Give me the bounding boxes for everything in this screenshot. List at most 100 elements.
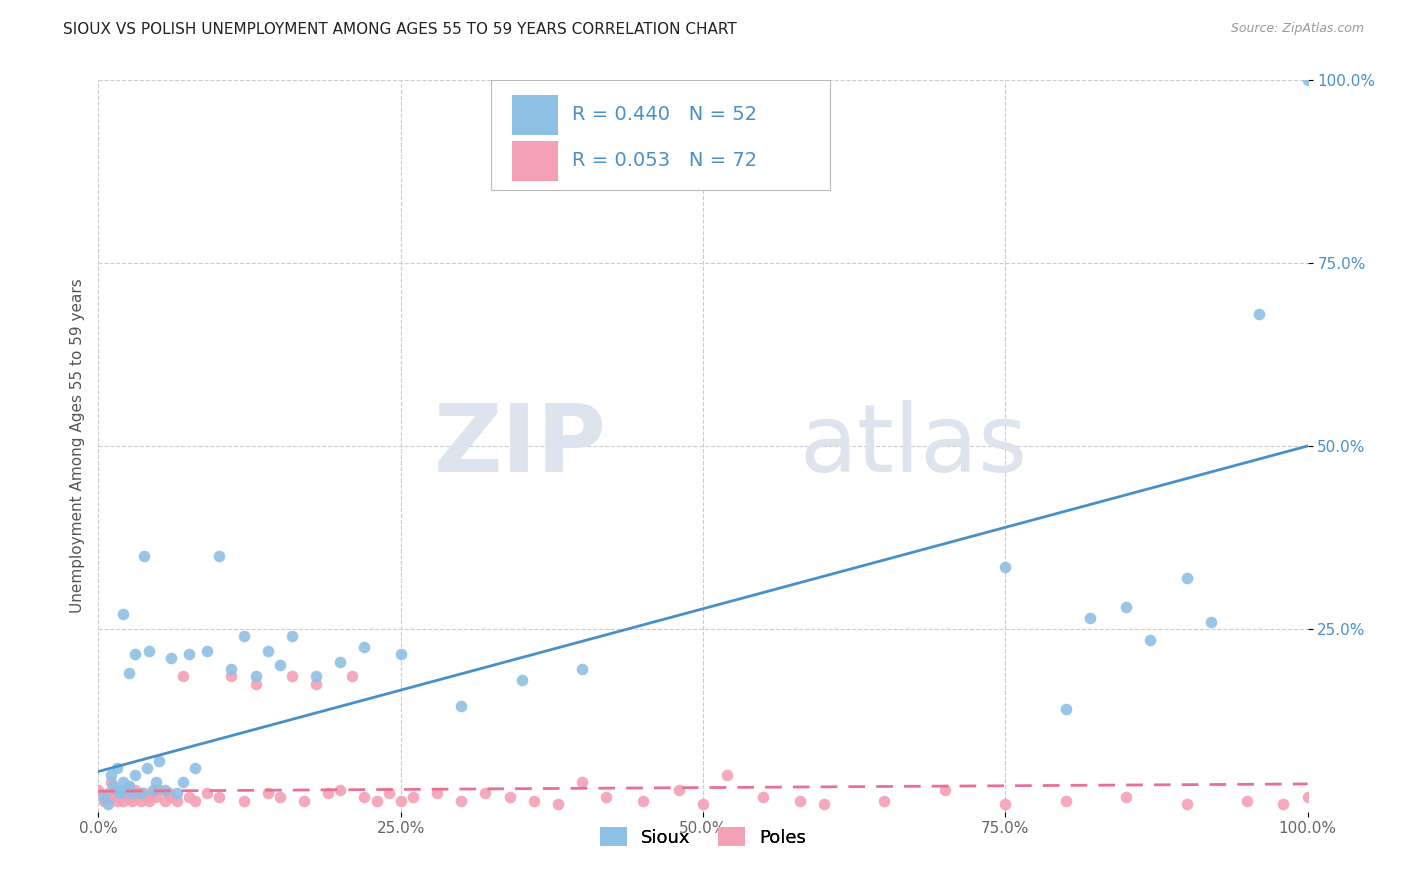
- Point: [631, 794, 654, 808]
- Point: [1078, 611, 1101, 625]
- Point: [121, 794, 143, 808]
- Point: [789, 794, 811, 808]
- Point: [595, 790, 617, 805]
- Point: [571, 662, 593, 676]
- Point: [124, 768, 146, 782]
- Point: [752, 790, 775, 805]
- Point: [221, 669, 243, 683]
- Point: [101, 779, 124, 793]
- Point: [316, 787, 339, 801]
- Point: [232, 629, 254, 643]
- Point: [668, 782, 690, 797]
- Point: [305, 669, 328, 683]
- Y-axis label: Unemployment Among Ages 55 to 59 years: Unemployment Among Ages 55 to 59 years: [69, 278, 84, 614]
- Point: [510, 673, 533, 687]
- Point: [1199, 615, 1222, 629]
- Point: [281, 669, 304, 683]
- Point: [256, 787, 278, 801]
- Point: [108, 790, 131, 805]
- Point: [873, 794, 896, 808]
- Point: [221, 662, 243, 676]
- Point: [135, 761, 157, 775]
- Point: [105, 782, 128, 797]
- Point: [813, 797, 835, 812]
- Text: R = 0.440   N = 52: R = 0.440 N = 52: [572, 105, 758, 124]
- Point: [129, 787, 152, 801]
- Text: SIOUX VS POLISH UNEMPLOYMENT AMONG AGES 55 TO 59 YEARS CORRELATION CHART: SIOUX VS POLISH UNEMPLOYMENT AMONG AGES …: [63, 22, 737, 37]
- Point: [179, 790, 201, 805]
- Point: [195, 644, 218, 658]
- Point: [105, 782, 128, 797]
- Point: [172, 669, 194, 683]
- Point: [232, 794, 254, 808]
- Point: [148, 754, 170, 768]
- Point: [692, 797, 714, 812]
- Point: [166, 787, 188, 801]
- Point: [166, 794, 188, 808]
- Point: [135, 790, 157, 805]
- Point: [281, 629, 304, 643]
- Point: [208, 549, 231, 563]
- Point: [153, 794, 176, 808]
- Point: [547, 797, 569, 812]
- Point: [1054, 794, 1077, 808]
- Point: [389, 794, 412, 808]
- Point: [118, 665, 141, 680]
- Point: [118, 790, 141, 805]
- Point: [179, 648, 201, 662]
- Point: [93, 790, 115, 805]
- Point: [474, 787, 496, 801]
- FancyBboxPatch shape: [512, 95, 558, 135]
- Point: [118, 779, 141, 793]
- Point: [377, 787, 399, 801]
- Point: [138, 794, 160, 808]
- Point: [195, 787, 218, 801]
- Point: [1115, 599, 1137, 614]
- Point: [256, 644, 278, 658]
- Point: [127, 790, 149, 805]
- Point: [1296, 73, 1319, 87]
- Point: [523, 794, 546, 808]
- Point: [160, 790, 183, 805]
- Point: [87, 782, 110, 797]
- Point: [142, 782, 165, 797]
- Point: [994, 559, 1017, 574]
- Point: [571, 775, 593, 789]
- Point: [389, 648, 412, 662]
- Point: [353, 790, 375, 805]
- Point: [172, 775, 194, 789]
- Point: [1296, 790, 1319, 805]
- Point: [121, 787, 143, 801]
- Point: [366, 794, 388, 808]
- Point: [142, 787, 165, 801]
- Point: [97, 797, 120, 812]
- Point: [1175, 797, 1198, 812]
- Point: [184, 761, 207, 775]
- Point: [145, 790, 167, 805]
- FancyBboxPatch shape: [492, 80, 830, 190]
- Point: [208, 790, 231, 805]
- Point: [124, 782, 146, 797]
- Point: [269, 790, 291, 805]
- Point: [129, 794, 152, 808]
- Point: [105, 794, 128, 808]
- Point: [402, 790, 425, 805]
- Point: [245, 669, 267, 683]
- Point: [124, 648, 146, 662]
- Point: [134, 787, 156, 801]
- Point: [329, 655, 352, 669]
- Point: [157, 787, 180, 801]
- Point: [1272, 797, 1295, 812]
- Point: [134, 549, 156, 563]
- Point: [1249, 307, 1271, 321]
- Point: [105, 761, 128, 775]
- Point: [269, 658, 291, 673]
- Point: [245, 676, 267, 690]
- Point: [1115, 790, 1137, 805]
- Point: [292, 794, 315, 808]
- Point: [1139, 632, 1161, 647]
- Legend: Sioux, Poles: Sioux, Poles: [592, 820, 814, 854]
- Point: [329, 782, 352, 797]
- Point: [100, 775, 122, 789]
- Text: atlas: atlas: [800, 400, 1028, 492]
